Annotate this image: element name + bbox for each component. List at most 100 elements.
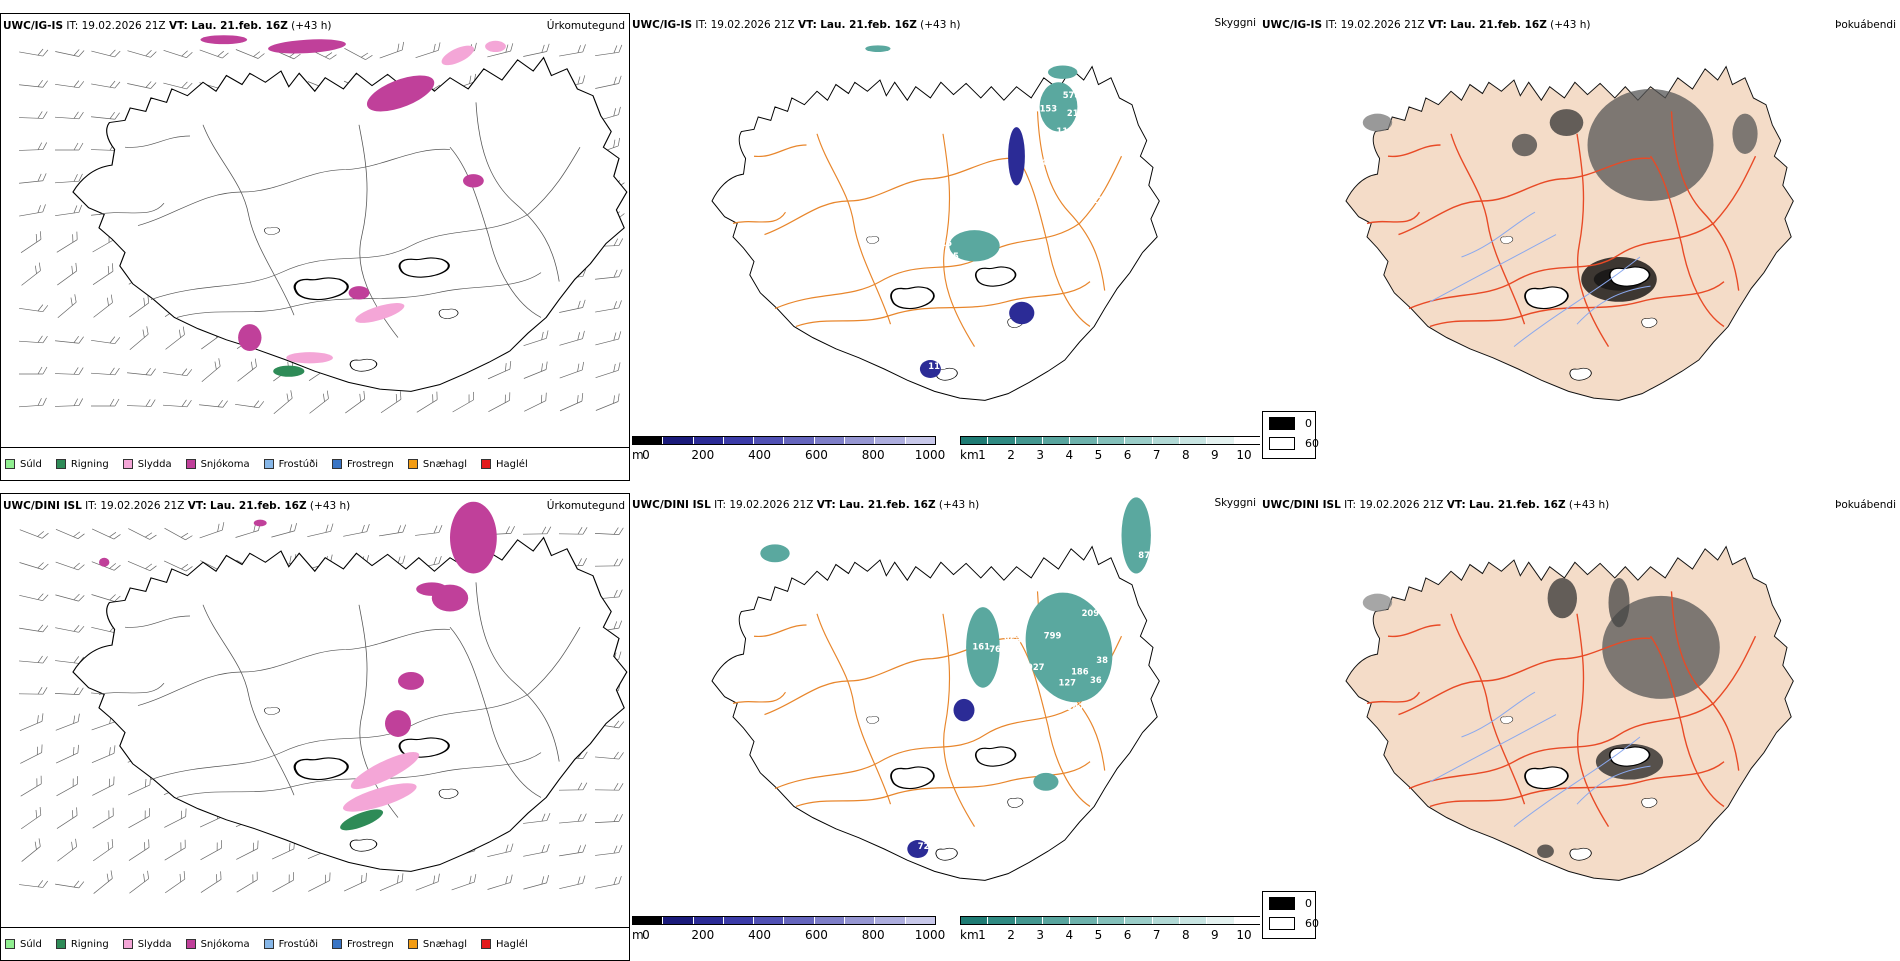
wind-barb (17, 776, 45, 796)
legend-label: Súld (20, 459, 42, 470)
wind-barb (17, 838, 43, 861)
wind-barb (233, 872, 261, 892)
legend-item: Haglél (481, 939, 528, 950)
snow-area (238, 324, 261, 351)
colorbar-segment (663, 437, 693, 444)
wind-barb (89, 263, 116, 284)
ceiling-label: 91 (1046, 162, 1058, 172)
fog-index-area (1732, 114, 1757, 154)
colorbar-tick: 1000 (915, 928, 946, 942)
wind-barb (485, 392, 513, 411)
colorbar-tick: 9 (1211, 448, 1219, 462)
fog-index-area (1537, 845, 1554, 858)
colorbar-segment (1125, 437, 1152, 444)
ceiling-label: 186 (1071, 667, 1089, 677)
wind-barb (55, 398, 83, 406)
colorbar-tick: 9 (1211, 928, 1219, 942)
legend-swatch (186, 459, 196, 469)
visibility-area (1033, 773, 1058, 791)
colorbar-segment (754, 917, 784, 924)
wind-barb (233, 359, 259, 382)
wind-barb (414, 525, 443, 535)
wind-barb (56, 555, 85, 571)
precip-map (1, 14, 630, 481)
wind-barb (449, 874, 478, 890)
wind-barb (53, 294, 79, 317)
wind-barb (305, 872, 333, 891)
wind-barb (165, 522, 193, 542)
wind-barb (91, 110, 120, 120)
legend-swatch (1269, 917, 1295, 930)
ceiling-label: 25 (947, 252, 959, 262)
wind-barb (558, 814, 587, 823)
wind-barb (53, 232, 80, 253)
colorbar-segment (754, 437, 784, 444)
colorbar-tick: 1 (978, 928, 986, 942)
visibility-area (865, 45, 890, 52)
wind-barb (125, 326, 151, 349)
colorbar-segment (1070, 917, 1097, 924)
precip-type-panel-bottom: UWC/DINI ISL IT: 19.02.2026 21Z VT: Lau.… (0, 493, 630, 961)
colorbar-segment (1016, 917, 1043, 924)
wind-barb (558, 300, 587, 313)
colorbar-segment (1153, 437, 1180, 444)
wind-barb (128, 555, 157, 572)
visibility-area (1048, 65, 1077, 78)
wind-barb (89, 295, 115, 318)
wind-barb (341, 391, 368, 413)
ceiling-label: 36 (1090, 676, 1102, 686)
ceiling-label: 134 (1048, 138, 1066, 148)
colorbar-tick: 10 (1236, 448, 1251, 462)
legend-item: Snæhagl (408, 459, 467, 470)
wind-barb (19, 301, 48, 312)
colorbar-segment (784, 437, 814, 444)
fog-map (1260, 13, 1900, 481)
visibility-panel-bottom: UWC/DINI ISL IT: 19.02.2026 21Z VT: Lau.… (630, 493, 1260, 961)
legend-separator (1, 927, 629, 928)
ceiling-label: 67 (1027, 245, 1039, 255)
colorbar-segment (1043, 437, 1070, 444)
wind-barb (55, 143, 83, 150)
colorbar-tick: 200 (691, 928, 714, 942)
snow-area (99, 558, 109, 567)
wind-barb (91, 399, 119, 406)
legend-item: Rigning (56, 459, 109, 470)
legend-swatch (264, 939, 274, 949)
colorbar-segment (815, 917, 845, 924)
wind-barb (269, 841, 297, 859)
low-ceiling-area (954, 699, 975, 721)
fog-legend-item: 60 (1269, 437, 1319, 450)
colorbar-segment (906, 917, 935, 924)
snow-area (463, 174, 484, 187)
ceiling-label: 763 (989, 645, 1007, 655)
ceiling-label: 87 (1138, 551, 1150, 561)
wind-barb (486, 844, 515, 857)
wind-barb (19, 398, 47, 407)
wind-barb (19, 588, 48, 601)
coastline (73, 58, 627, 392)
coastline (712, 547, 1159, 881)
wind-barb (125, 808, 153, 828)
colorbar-segment (724, 917, 754, 924)
wind-barb (558, 44, 587, 56)
wind-barb (521, 362, 550, 379)
wind-barb (125, 295, 152, 317)
legend-label: Snjókoma (201, 939, 250, 950)
wind-barb (163, 365, 192, 376)
wind-barb (55, 334, 84, 344)
ceiling-label: 125 (935, 239, 953, 249)
wind-barb (91, 366, 119, 375)
colorbar-tick: 7 (1153, 448, 1161, 462)
wind-barb (56, 523, 85, 540)
wind-barb (270, 523, 299, 537)
wind-barb (449, 392, 477, 412)
ceiling-label: 153 (1040, 104, 1058, 114)
colorbar-tick: 1 (978, 448, 986, 462)
wind-barb (305, 391, 331, 414)
snow-area (416, 582, 447, 595)
colorbar-tick: 3 (1036, 928, 1044, 942)
legend-item: Frostregn (332, 939, 394, 950)
legend-swatch (1269, 897, 1295, 910)
wind-barb (523, 527, 551, 534)
